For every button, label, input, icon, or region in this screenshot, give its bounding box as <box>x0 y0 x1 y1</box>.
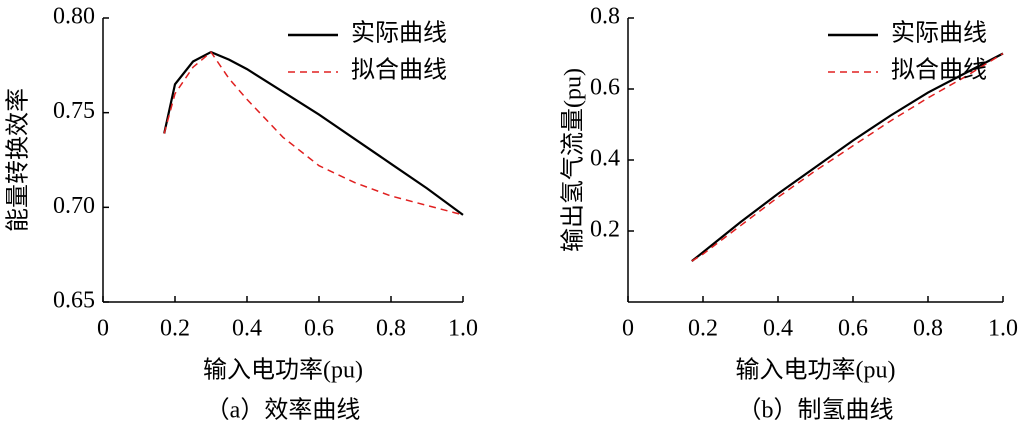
x-tick-label: 0.6 <box>838 316 868 342</box>
x-tick-label: 0.6 <box>304 316 334 342</box>
x-axis-label: 输入电功率(pu) <box>203 357 363 384</box>
y-tick-label: 0.80 <box>53 4 95 30</box>
x-tick-label: 1.0 <box>988 316 1018 342</box>
series-line <box>691 52 1004 262</box>
x-axis-label: 输入电功率(pu) <box>736 357 896 384</box>
x-tick-label: 0.8 <box>913 316 943 342</box>
y-axis-label: 输出氢气流量(pu) <box>560 68 587 252</box>
x-tick-label: 0.8 <box>376 316 406 342</box>
y-tick-label: 0.75 <box>53 98 95 124</box>
y-tick-label: 0.8 <box>590 4 620 30</box>
x-tick-label: 0 <box>622 316 634 342</box>
x-tick-label: 0 <box>97 316 109 342</box>
y-tick-label: 0.4 <box>590 146 620 172</box>
caption: （a）效率曲线 <box>206 397 361 424</box>
caption: （b）制氢曲线 <box>738 397 894 424</box>
x-tick-label: 1.0 <box>448 316 478 342</box>
y-axis-label: 能量转换效率 <box>5 88 32 232</box>
series-line <box>163 50 464 216</box>
legend-label: 拟合曲线 <box>891 57 987 84</box>
legend-label: 实际曲线 <box>351 20 447 47</box>
x-tick-label: 0.2 <box>160 316 190 342</box>
y-tick-label: 0.65 <box>53 288 95 314</box>
legend-label: 拟合曲线 <box>351 57 447 84</box>
y-tick-label: 0.70 <box>53 193 95 219</box>
x-tick-label: 0.4 <box>763 316 793 342</box>
x-tick-label: 0.4 <box>232 316 262 342</box>
y-tick-label: 0.2 <box>590 217 620 243</box>
series-line <box>691 52 1004 263</box>
x-tick-label: 0.2 <box>688 316 718 342</box>
y-tick-label: 0.6 <box>590 75 620 101</box>
legend-label: 实际曲线 <box>891 20 987 47</box>
series-line <box>163 50 464 216</box>
